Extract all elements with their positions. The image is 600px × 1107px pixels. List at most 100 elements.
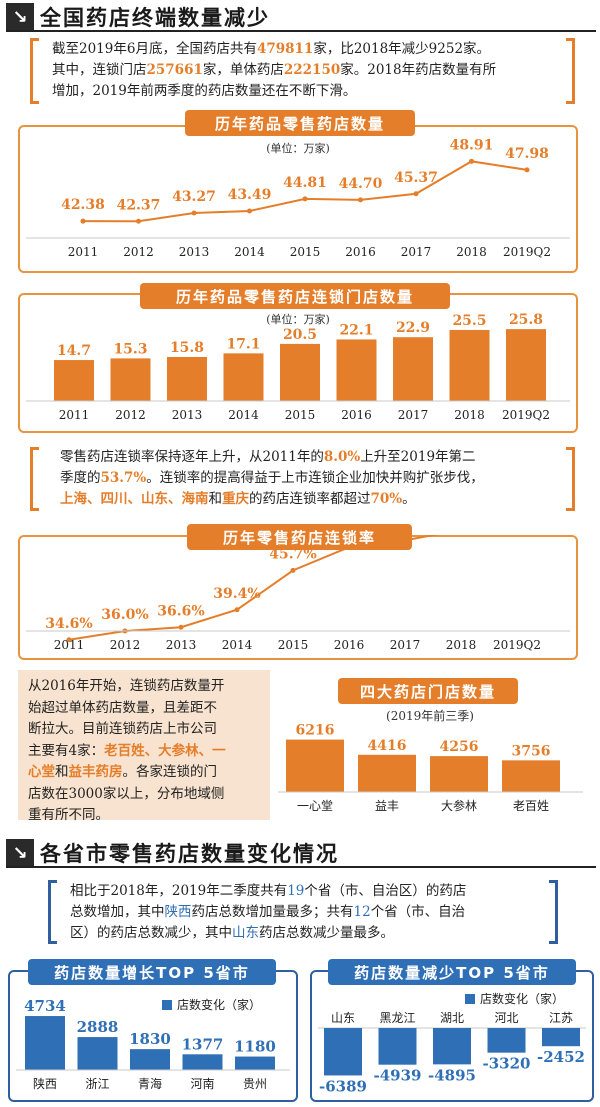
data-label: 15.8 [170,340,204,356]
data-label: 25.8 [509,312,543,328]
data-label: 39.4% [213,586,260,602]
data-label: 2888 [77,1018,119,1036]
bar [223,353,264,401]
chart3-svg: 34.6%36.0%36.6%39.4%45.7%49.4%50.5%52.2%… [26,535,570,652]
x-tick-label: 2019Q2 [503,245,551,259]
x-tick-label: 2016 [341,408,372,422]
data-label: 47.98 [505,146,549,162]
x-tick-label: 益丰 [375,799,399,813]
arrow-down-right-icon: ↘ [6,3,34,31]
x-tick-label: 2018 [456,245,487,259]
data-point [524,167,530,173]
data-label: 20.5 [283,327,317,343]
data-point [191,210,197,216]
x-tick-label: 2014 [234,245,265,259]
bar [506,329,546,401]
data-point [413,191,419,197]
bar [235,1056,275,1070]
x-tick-label: 2011 [68,245,99,259]
x-tick-label: 2018 [446,638,477,652]
data-point [358,197,363,203]
chart2-title: 历年药品零售药店连锁门店数量 [140,283,450,309]
section-title-1: ↘ 全国药店终端数量减少 [6,2,270,32]
x-tick-label: 一心堂 [297,799,333,813]
chart5-title: 药店数量增长TOP 5省市 [28,959,276,985]
x-tick-label: 2017 [401,245,432,259]
data-label: 25.5 [452,313,486,329]
x-tick-label: 江苏 [549,1011,573,1025]
x-tick-label: 2012 [110,638,141,652]
x-tick-label: 2019Q2 [493,638,541,652]
x-tick-label: 2016 [345,245,376,259]
bar [54,360,94,401]
x-tick-label: 2013 [166,638,197,652]
bar [324,1028,362,1076]
chart2-unit: (单位：万家) [266,313,330,326]
data-label: 42.38 [61,197,105,213]
x-tick-label: 2019Q2 [502,408,550,422]
chart2-svg: 14.7 15.3 15.8 17.1 20.5 22.1 22.9 25.5 25.8 2011… [26,312,570,422]
bar [502,760,560,792]
section-divider [6,866,596,868]
data-label: 14.7 [57,343,91,359]
chain-paragraph: 零售药店连锁率保持逐年上升，从2011年的8.0%上升至2019年第二 季度的5… [60,449,484,507]
data-label: -4939 [374,1067,422,1085]
bar [110,358,151,401]
x-tick-label: 河南 [190,1076,214,1091]
x-tick-label: 陕西 [33,1076,57,1091]
chart1-unit: (单位：万家) [266,142,330,155]
chart4-svg: 6216 4416 4256 3756 一心堂 益丰 大参林 老百姓 [278,723,583,813]
data-label: -4895 [428,1066,476,1084]
data-label: 42.37 [117,197,161,213]
bar [542,1028,580,1047]
data-point [402,537,408,543]
chart4-title: 四大药店门店数量 [338,678,518,704]
x-tick-label: 青海 [138,1076,162,1091]
legend-swatch [162,999,172,1010]
x-tick-label: 2013 [179,245,210,259]
x-tick-label: 2015 [285,408,316,422]
data-label: 6216 [296,723,335,739]
x-tick-label: 老百姓 [513,799,549,813]
data-point [234,607,240,613]
province-text-box [48,880,558,944]
x-tick-label: 2017 [390,638,421,652]
data-point [302,196,308,202]
chart6-title: 药店数量减少TOP 5省市 [328,959,576,985]
legend-label: 店数变化（家） [480,992,565,1006]
x-tick-label: 河北 [494,1011,518,1025]
bar [358,754,416,792]
data-label: 34.6% [45,616,92,632]
chart6-svg: -6389 山东 -4939 黑龙江 -4895 湖北 -3320 河北 -2452 江苏 [318,1010,586,1095]
x-tick-label: 2011 [54,638,85,652]
data-label: 36.6% [157,603,204,619]
x-tick-label: 2012 [115,408,146,422]
chart1-title: 历年药品零售药店数量 [185,110,415,136]
chart3-title: 历年零售药店连锁率 [187,524,412,550]
data-label: 44.81 [283,175,327,191]
x-tick-label: 2015 [278,638,309,652]
data-label: 49.4% [325,535,372,539]
bar [130,1049,170,1070]
x-tick-label: 2017 [398,408,429,422]
data-label: 44.70 [339,176,383,192]
data-point [346,544,352,550]
x-tick-label: 2015 [290,245,321,259]
data-label: 1180 [234,1038,276,1056]
data-label: 45.7% [269,546,316,562]
bar [286,739,344,792]
chart5-svg: 4734 2888 1830 1377 1180 陕西 浙江 青海 河南 贵州 [16,997,290,1091]
x-tick-label: 贵州 [243,1077,267,1091]
chain-text-box [30,447,575,511]
intro-paragraph: 截至2019年6月底，全国药店共有479811家，比2018年减少9252家。 … [52,41,497,99]
data-point [469,158,474,164]
data-label: -3320 [483,1055,531,1073]
data-label: 43.49 [228,187,272,203]
x-tick-label: 2013 [172,408,203,422]
data-label: 45.37 [394,170,438,186]
x-tick-label: 2014 [222,638,253,652]
data-label: 43.27 [172,189,216,205]
bar [280,343,320,401]
data-point [66,637,72,643]
data-label: 4734 [24,997,66,1015]
